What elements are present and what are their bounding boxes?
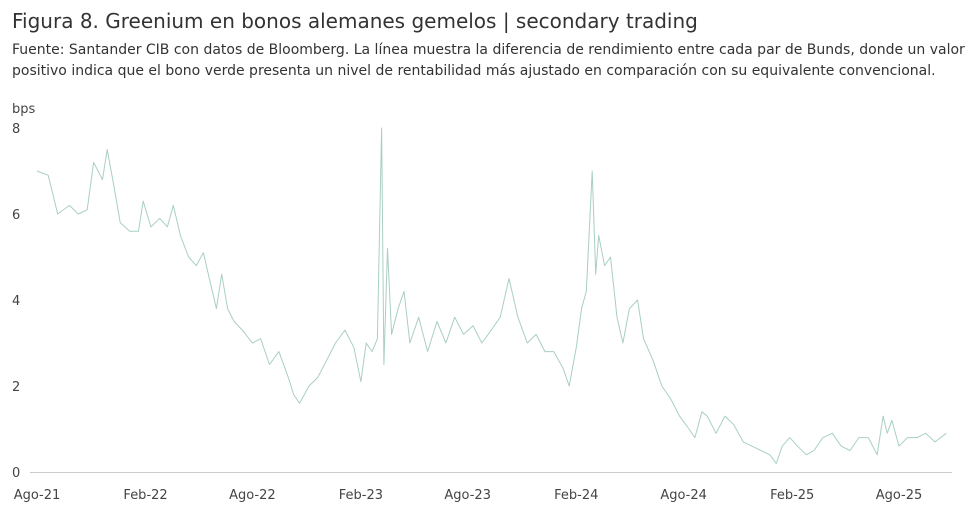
chart-subtitle: Fuente: Santander CIB con datos de Bloom…: [12, 42, 965, 79]
chart-title: Figura 8. Greenium en bonos alemanes gem…: [12, 9, 698, 33]
x-tick-label: Feb-24: [554, 488, 598, 503]
y-axis-tick-labels: 0 2 4 6 8: [12, 122, 20, 481]
x-tick-label: Ago-24: [660, 488, 707, 503]
x-tick-label: Ago-25: [876, 488, 923, 503]
x-tick-label: Feb-25: [770, 488, 814, 503]
x-tick-label: Ago-21: [14, 488, 61, 503]
y-tick-label: 8: [12, 122, 20, 137]
y-tick-label: 6: [12, 208, 20, 223]
y-tick-label: 2: [12, 380, 20, 395]
greenium-series-line: [36, 127, 947, 464]
y-axis-unit-label: bps: [12, 102, 36, 117]
x-tick-label: Ago-23: [444, 488, 491, 503]
x-tick-label: Ago-22: [229, 488, 276, 503]
y-tick-label: 4: [12, 294, 20, 309]
x-axis-tick-labels: Ago-21 Feb-22 Ago-22 Feb-23 Ago-23 Feb-24 Ago-…: [14, 488, 923, 503]
x-tick-label: Feb-22: [123, 488, 167, 503]
x-tick-label: Feb-23: [339, 488, 383, 503]
y-tick-label: 0: [12, 466, 20, 481]
